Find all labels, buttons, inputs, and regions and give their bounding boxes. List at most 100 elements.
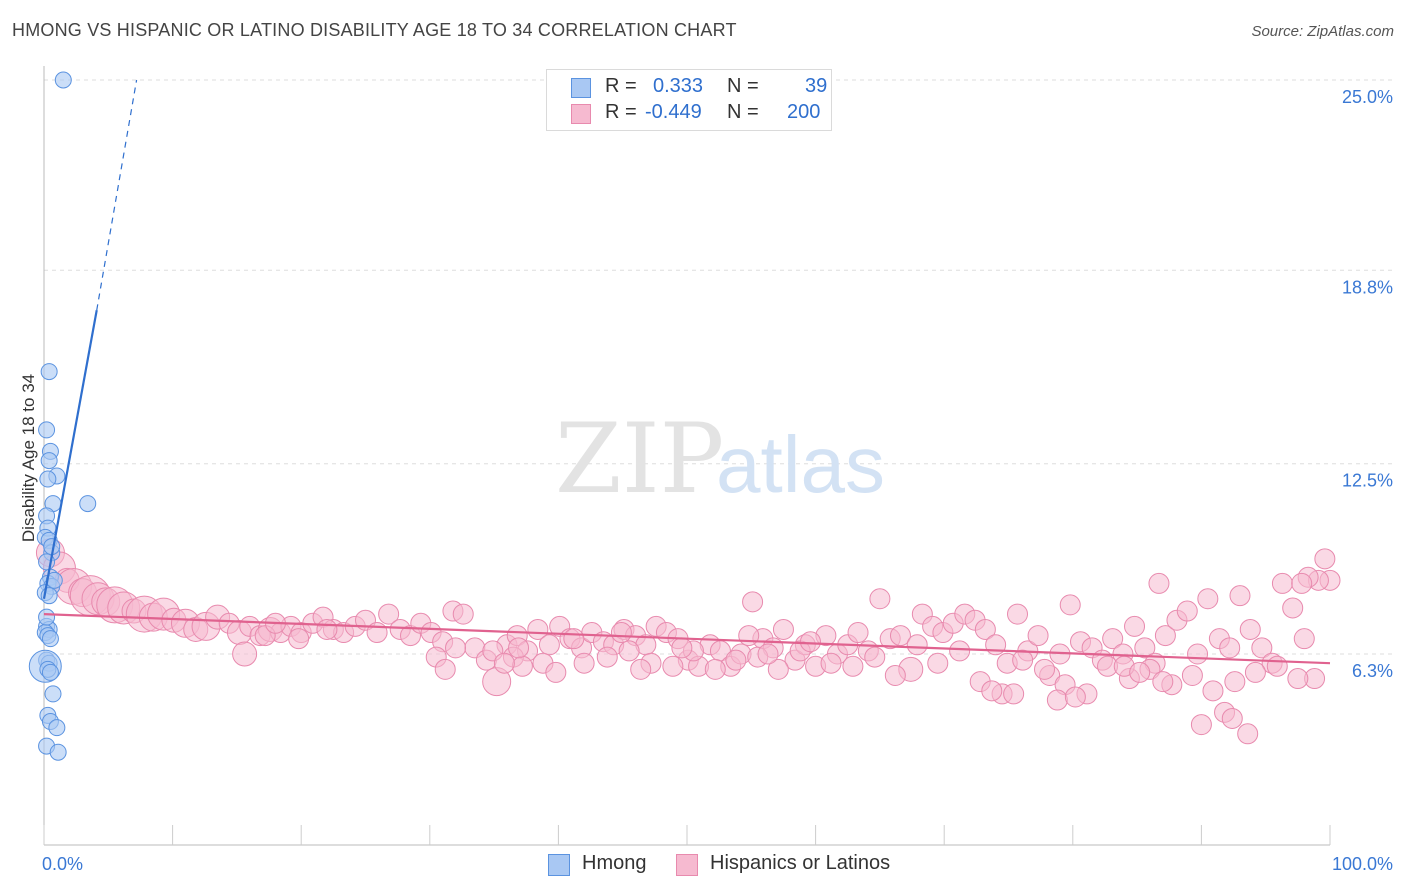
hmong-point: [38, 608, 56, 626]
hispanic-point: [725, 649, 747, 671]
hispanic-point: [1282, 597, 1304, 619]
hispanic-point: [563, 628, 585, 650]
y-axis-label: Disability Age 18 to 34: [19, 374, 38, 542]
hmong-point: [41, 630, 59, 648]
hispanic-point: [1271, 572, 1293, 594]
hispanic-point: [445, 637, 467, 659]
hispanic-points: [35, 538, 1341, 745]
hispanic-point: [316, 618, 338, 640]
hispanic-point: [1046, 689, 1068, 711]
hispanic-point: [232, 641, 258, 667]
x-tick-label: 0.0%: [42, 854, 83, 874]
hispanic-point: [772, 618, 794, 640]
hmong-point: [40, 452, 58, 470]
hmong-trend-extension: [96, 79, 138, 311]
hispanic-point: [1064, 686, 1086, 708]
hispanic-point: [1152, 671, 1174, 693]
hispanic-point: [1202, 680, 1224, 702]
hispanic-point: [889, 625, 911, 647]
hispanic-point: [949, 640, 971, 662]
hispanic-point: [1291, 572, 1313, 594]
hispanic-point: [1266, 655, 1288, 677]
x-tick-label: 100.0%: [1332, 854, 1393, 874]
hispanic-point: [799, 631, 821, 653]
hispanic-point: [1059, 594, 1081, 616]
hispanic-r-value: -0.449: [645, 101, 702, 123]
hispanic-point: [704, 658, 726, 680]
bottom-hmong-swatch: [548, 854, 570, 876]
hispanic-point: [538, 634, 560, 656]
hispanic-point: [1251, 637, 1273, 659]
hispanic-r-label: R =: [605, 101, 637, 123]
chart-title: HMONG VS HISPANIC OR LATINO DISABILITY A…: [12, 20, 737, 40]
hispanic-point: [1007, 603, 1029, 625]
hispanic-point: [864, 646, 886, 668]
hispanic-point: [1287, 668, 1309, 690]
hispanic-point: [742, 591, 764, 613]
watermark-zip: ZIP: [555, 403, 724, 515]
hmong-point: [49, 743, 67, 761]
tick-labels: 6.3% 12.5% 18.8% 25.0% 0.0% 100.0% Disability …: [19, 87, 1393, 874]
hispanic-point: [1237, 723, 1259, 745]
hispanic-n-label: N =: [727, 101, 759, 123]
hispanic-point: [1129, 661, 1151, 683]
hispanic-point: [869, 588, 891, 610]
hmong-swatch: [571, 78, 591, 98]
hispanic-point: [1187, 643, 1209, 665]
hmong-point: [39, 470, 57, 488]
hmong-r-value: 0.333: [653, 75, 704, 97]
hispanic-point: [1181, 664, 1203, 686]
hispanic-point: [767, 658, 789, 680]
hispanic-point: [1293, 628, 1315, 650]
hispanic-point: [662, 655, 684, 677]
source-label: Source: ZipAtlas.com: [1251, 23, 1394, 40]
y-tick-label: 18.8%: [1342, 277, 1393, 297]
hispanic-point: [511, 655, 533, 677]
hispanic-point: [1314, 548, 1336, 570]
hispanic-point: [847, 622, 869, 644]
hispanic-point: [738, 625, 760, 647]
y-tick-label: 6.3%: [1352, 661, 1393, 681]
hispanic-point: [630, 658, 652, 680]
y-tick-label: 25.0%: [1342, 87, 1393, 107]
hispanic-point: [596, 646, 618, 668]
hispanic-point: [1244, 661, 1266, 683]
hmong-point: [79, 495, 97, 513]
hispanic-point: [1012, 649, 1034, 671]
hispanic-point: [1154, 625, 1176, 647]
hispanic-trend-line: [43, 612, 1331, 665]
hispanic-point: [757, 643, 779, 665]
hispanic-point: [927, 652, 949, 674]
hispanic-point: [1221, 707, 1243, 729]
hispanic-point: [610, 622, 632, 644]
watermark-atlas: atlas: [716, 420, 885, 509]
hispanic-point: [378, 603, 400, 625]
hmong-point: [38, 421, 56, 439]
hispanic-point: [618, 640, 640, 662]
y-tick-label: 12.5%: [1342, 471, 1393, 491]
hispanic-point: [1003, 683, 1025, 705]
hispanic-point: [288, 628, 310, 650]
hmong-n-label: N =: [727, 75, 759, 97]
hispanic-point: [1134, 637, 1156, 659]
hispanic-point: [1190, 714, 1212, 736]
hispanic-point: [508, 637, 530, 659]
hispanic-point: [906, 634, 928, 656]
hispanic-point: [1239, 618, 1261, 640]
hispanic-point: [1229, 585, 1251, 607]
hispanic-point: [671, 637, 693, 659]
hispanic-point: [1027, 625, 1049, 647]
hispanic-point: [1176, 600, 1198, 622]
hispanic-point: [1224, 671, 1246, 693]
hispanic-point: [974, 618, 996, 640]
hispanic-point: [452, 603, 474, 625]
watermark: ZIP atlas: [555, 403, 885, 515]
hispanic-point: [527, 618, 549, 640]
hmong-point: [54, 71, 72, 89]
hispanic-point: [820, 652, 842, 674]
hmong-r-label: R =: [605, 75, 637, 97]
hispanic-point: [842, 655, 864, 677]
hispanic-point: [1197, 588, 1219, 610]
hispanic-point: [493, 652, 515, 674]
